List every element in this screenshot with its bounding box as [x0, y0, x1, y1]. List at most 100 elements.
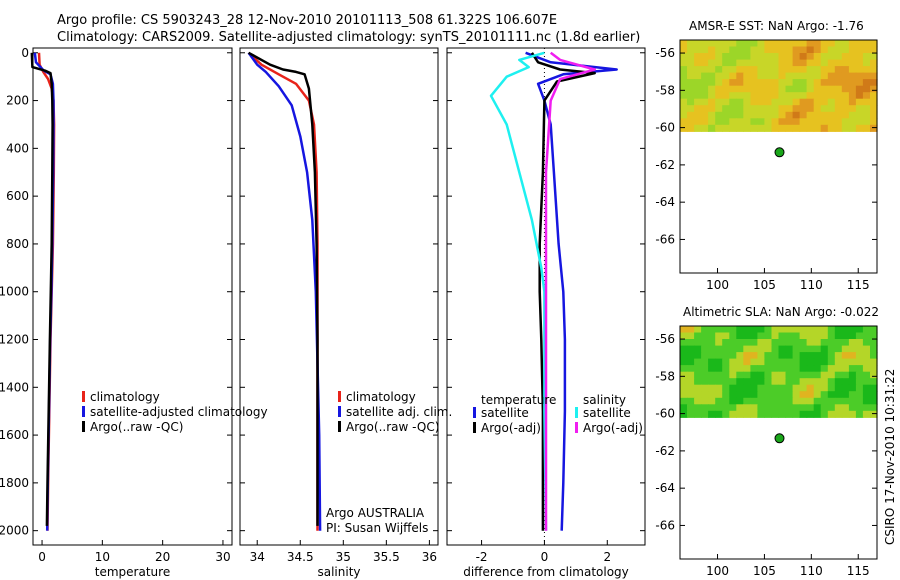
sla-heatmap-cell [743, 345, 751, 353]
sla-heatmap-cell [870, 410, 878, 418]
sst-heatmap-cell [708, 111, 716, 119]
sst-heatmap-cell [820, 118, 829, 126]
sst-heatmap-cell [792, 118, 801, 126]
sla-heatmap-cell [729, 326, 737, 334]
sla-heatmap-cell [813, 410, 822, 418]
sst-heatmap-cell [855, 40, 864, 48]
sst-heatmap-cell [862, 124, 871, 132]
sst-heatmap-cell [771, 59, 780, 67]
sla-heatmap-cell [820, 339, 829, 347]
sla-heatmap-cell [694, 404, 702, 412]
difference-legend-swatch [575, 422, 578, 433]
sst-heatmap-cell [813, 92, 822, 100]
sla-heatmap-cell [701, 410, 709, 418]
sst-heatmap-cell [750, 98, 758, 106]
sst-heatmap-cell [778, 85, 787, 93]
sst-heatmap-cell [708, 46, 716, 54]
sst-heatmap-cell [687, 92, 695, 100]
temperature-ytick-label: 1000 [0, 285, 29, 299]
sla-heatmap-cell [771, 326, 780, 334]
sst-heatmap-cell [834, 46, 843, 54]
sst-heatmap-cell [764, 85, 772, 93]
sla-heatmap-cell [687, 345, 695, 353]
sst-heatmap-cell [750, 118, 758, 126]
sla-heatmap-cell [715, 384, 723, 392]
temperature-ytick-label: 2000 [0, 524, 29, 538]
sst-heatmap-cell [813, 111, 822, 119]
sla-heatmap-cell [855, 332, 864, 340]
sst-heatmap-cell [715, 79, 723, 87]
sla-heatmap-cell [680, 339, 688, 347]
sst-heatmap-cell [680, 40, 688, 48]
sla-heatmap-cell [764, 345, 772, 353]
sla-heatmap-cell [722, 352, 730, 360]
sst-heatmap-cell [680, 98, 688, 106]
sla-heatmap-cell [694, 371, 702, 379]
sst-heatmap-cell [827, 66, 836, 74]
sla-heatmap-cell [806, 332, 815, 340]
sst-heatmap-cell [806, 92, 815, 100]
sst-ytick-label: -64 [655, 195, 675, 209]
sst-heatmap-cell [764, 53, 772, 61]
sst-heatmap-cell [785, 98, 794, 106]
sst-heatmap-cell [771, 92, 780, 100]
sla-heatmap-cell [743, 404, 751, 412]
sst-heatmap-cell [806, 105, 815, 113]
sla-heatmap-cell [820, 378, 829, 386]
sla-heatmap-cell [736, 326, 744, 334]
temperature-xtick-label: 10 [95, 550, 110, 564]
sst-heatmap-cell [771, 53, 780, 61]
sla-heatmap-cell [687, 378, 695, 386]
sla-heatmap-cell [785, 352, 794, 360]
sla-heatmap-cell [799, 404, 808, 412]
sst-heatmap-cell [848, 118, 857, 126]
sst-heatmap-cell [722, 46, 730, 54]
sst-heatmap-cell [729, 59, 737, 67]
sla-heatmap-cell [729, 365, 737, 373]
sst-heatmap-cell [827, 111, 836, 119]
sst-xtick-label: 105 [753, 278, 776, 292]
sst-heatmap-cell [820, 40, 829, 48]
sst-heatmap-cell [799, 53, 808, 61]
temperature-xtick-label: 30 [215, 550, 230, 564]
sla-heatmap-cell [799, 410, 808, 418]
sst-heatmap-cell [841, 79, 850, 87]
sla-heatmap-cell [757, 339, 765, 347]
sst-heatmap-cell [722, 40, 730, 48]
sla-heatmap-cell [870, 404, 878, 412]
sst-heatmap-cell [778, 92, 787, 100]
sla-heatmap-cell [806, 358, 815, 366]
sla-heatmap-cell [834, 404, 843, 412]
sla-heatmap-cell [827, 332, 836, 340]
sst-heatmap-cell [855, 92, 864, 100]
sla-heatmap-cell [680, 326, 688, 334]
sst-heatmap-cell [694, 85, 702, 93]
sst-heatmap-cell [813, 66, 822, 74]
sla-heatmap-cell [694, 339, 702, 347]
salinity-xtick-label: 36 [422, 550, 437, 564]
sla-heatmap-cell [848, 371, 857, 379]
sst-heatmap-cell [834, 92, 843, 100]
sla-heatmap-cell [715, 365, 723, 373]
sla-heatmap-cell [862, 345, 871, 353]
sst-heatmap-cell [736, 46, 744, 54]
sla-heatmap-cell [757, 397, 765, 405]
sla-heatmap-cell [827, 378, 836, 386]
sla-heatmap-cell [806, 391, 815, 399]
salinity-series-argo [247, 51, 319, 526]
sla-heatmap-cell [785, 358, 794, 366]
sst-argo-position-marker [774, 147, 785, 158]
sst-heatmap-cell [778, 59, 787, 67]
sla-heatmap-cell [680, 391, 688, 399]
sst-heatmap-cell [834, 118, 843, 126]
sla-heatmap-cell [870, 397, 878, 405]
sla-heatmap-cell [701, 345, 709, 353]
sla-heatmap-cell [715, 352, 723, 360]
sla-heatmap-cell [715, 404, 723, 412]
sst-heatmap-cell [862, 118, 871, 126]
sst-heatmap-cell [750, 124, 758, 132]
salinity-xtick-label: 35.5 [373, 550, 400, 564]
sla-heatmap-cell [785, 410, 794, 418]
sla-heatmap-cell [841, 404, 850, 412]
sst-heatmap-cell [862, 111, 871, 119]
